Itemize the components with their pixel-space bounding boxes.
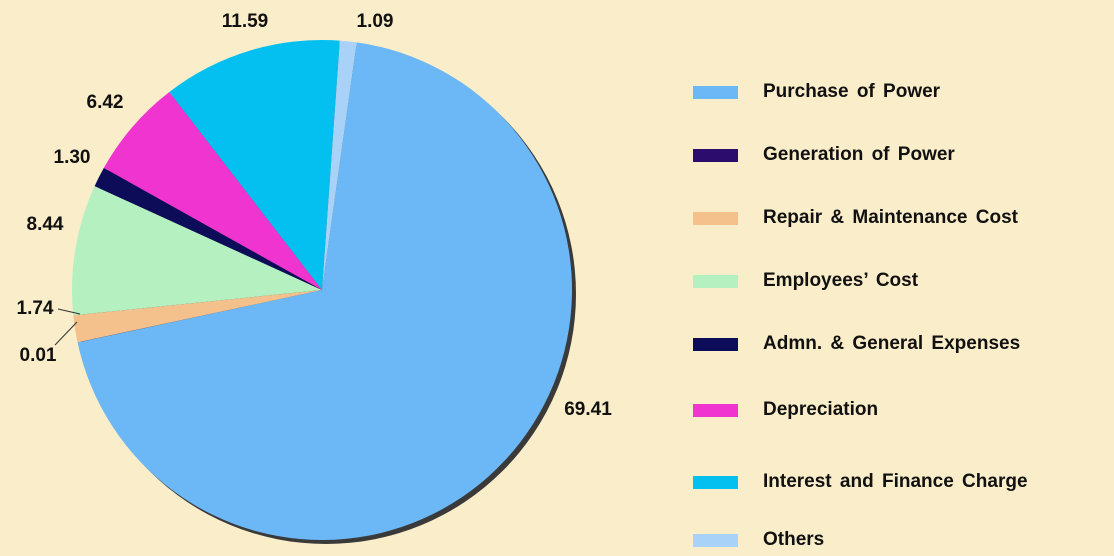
data-label: 1.09	[357, 11, 394, 32]
legend-swatch	[693, 86, 738, 99]
legend-label: Interest and Finance Charge	[763, 471, 1028, 492]
legend-label: Employees’ Cost	[763, 270, 919, 291]
legend-swatch	[693, 534, 738, 547]
pie-slice	[322, 40, 357, 290]
legend-label: Generation of Power	[763, 144, 955, 165]
legend-swatch	[693, 476, 738, 489]
pie-slice	[103, 92, 323, 290]
data-label: 0.01	[20, 345, 57, 366]
pie-slice	[169, 40, 340, 291]
pie-slice	[73, 290, 322, 343]
legend-swatch	[693, 404, 738, 417]
data-label: 6.42	[87, 92, 124, 113]
legend-label: Others	[763, 529, 825, 550]
legend-label: Purchase of Power	[763, 81, 941, 102]
pie-slice	[72, 186, 322, 316]
pie-slice	[77, 42, 572, 540]
legend-label: Admn. & General Expenses	[763, 333, 1021, 354]
legend-swatch	[693, 149, 738, 162]
pie-slice	[77, 290, 323, 343]
data-label: 1.30	[54, 147, 91, 168]
data-label: 11.59	[222, 11, 269, 32]
legend-label: Repair & Maintenance Cost	[763, 207, 1018, 228]
data-label: 69.41	[564, 399, 612, 420]
data-label: 8.44	[27, 214, 64, 235]
leader-line	[57, 308, 81, 315]
data-label: 1.74	[17, 298, 54, 319]
legend-swatch	[693, 212, 738, 225]
pie-slice	[94, 167, 322, 290]
legend-label: Depreciation	[763, 399, 879, 420]
legend-swatch	[693, 275, 738, 288]
pie-area: 69.41 0.01 1.74 8.44 1.30 6.42 11.59 1.09	[17, 11, 612, 544]
leader-line	[54, 321, 78, 346]
legend-swatch	[693, 338, 738, 351]
